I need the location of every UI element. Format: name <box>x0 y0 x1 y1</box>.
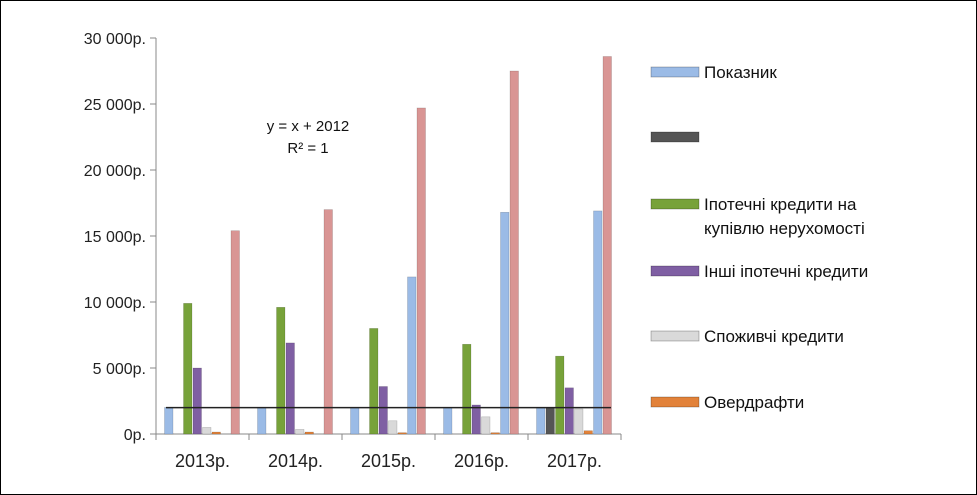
x-tick-label: 2015р. <box>361 451 416 471</box>
legend-swatch <box>650 198 700 210</box>
y-tick-label: 25 000р. <box>84 97 146 114</box>
bar <box>545 407 555 435</box>
bar <box>574 408 584 435</box>
y-tick-label: 0р. <box>124 427 146 444</box>
bar <box>500 211 510 435</box>
legend-label: Споживчі кредити <box>704 327 844 346</box>
x-tick-label: 2013р. <box>175 451 230 471</box>
bar <box>164 407 174 435</box>
bar <box>285 342 295 435</box>
legend: Показник Іпотечні кредити на купівлю нерух… <box>650 63 868 412</box>
bar <box>555 355 565 435</box>
legend-swatch <box>650 66 700 78</box>
bar <box>378 386 388 435</box>
legend-label: Іпотечні кредити на <box>704 195 857 214</box>
bar <box>211 431 221 435</box>
bar <box>481 416 491 435</box>
bar <box>602 56 612 435</box>
bar <box>564 387 574 435</box>
bar <box>416 107 426 435</box>
y-tick-label: 30 000р. <box>84 31 146 48</box>
trendline-equation: y = x + 2012 <box>267 118 350 135</box>
y-tick-label: 20 000р. <box>84 163 146 180</box>
bar <box>257 407 267 435</box>
bar <box>304 431 314 435</box>
bar <box>192 367 202 435</box>
legend-label: Показник <box>704 63 777 82</box>
legend-label: Інші іпотечні кредити <box>704 262 868 281</box>
legend-label: купівлю нерухомості <box>704 219 865 238</box>
bar <box>583 430 593 435</box>
x-tick-label: 2016р. <box>454 451 509 471</box>
y-tick-label: 10 000р. <box>84 295 146 312</box>
bar <box>202 427 212 435</box>
bar <box>509 70 519 435</box>
x-tick-label: 2014р. <box>268 451 323 471</box>
bars <box>164 56 612 435</box>
r-squared-label: R² = 1 <box>287 140 328 157</box>
y-tick-label: 5 000р. <box>93 361 146 378</box>
axes <box>150 37 622 440</box>
bar <box>536 407 546 435</box>
legend-swatch <box>650 396 700 408</box>
bar <box>276 307 286 435</box>
bar <box>350 407 360 435</box>
bar <box>443 407 453 435</box>
y-tick-label: 15 000р. <box>84 229 146 246</box>
bar <box>593 210 603 435</box>
legend-label: Овердрафти <box>704 393 804 412</box>
bar <box>369 328 379 435</box>
bar <box>462 343 472 435</box>
bar <box>230 230 240 435</box>
bar <box>407 276 417 435</box>
bar <box>183 303 193 435</box>
legend-swatch <box>650 330 700 342</box>
legend-swatch <box>650 131 700 143</box>
bar <box>490 432 500 435</box>
bar <box>471 404 481 435</box>
tick-labels: 0р. 5 000р. 10 000р. 15 000р. 20 000р. 25 000… <box>84 31 602 471</box>
bar <box>323 209 333 435</box>
legend-swatch <box>650 265 700 277</box>
x-tick-label: 2017р. <box>547 451 602 471</box>
bar <box>397 432 407 435</box>
bar <box>295 429 305 435</box>
bar <box>388 420 398 435</box>
